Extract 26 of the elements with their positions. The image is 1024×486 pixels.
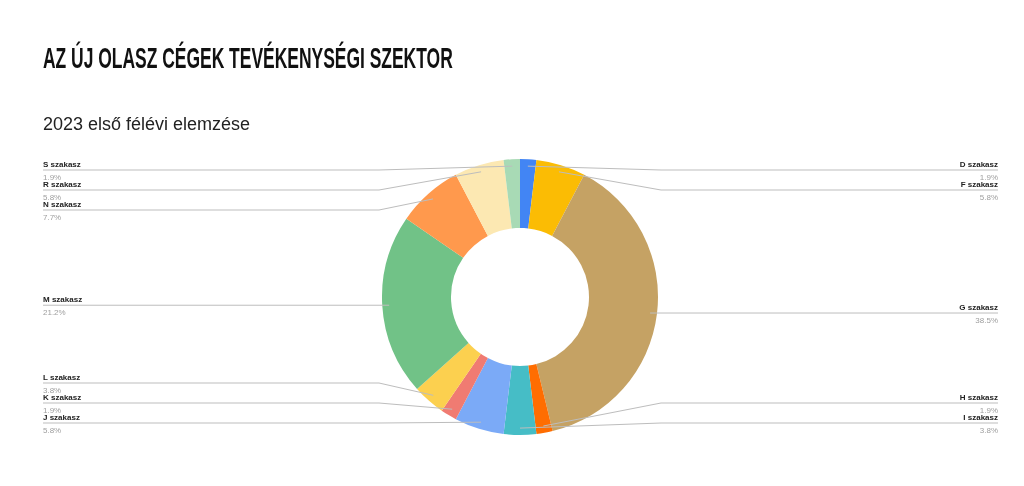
slice-label: R szakasz bbox=[43, 180, 82, 189]
slice-label: F szakasz bbox=[960, 180, 998, 189]
data-label: 5.8% bbox=[43, 426, 62, 435]
data-label: 1.9% bbox=[979, 406, 998, 415]
slice-label: M szakasz bbox=[43, 295, 83, 305]
data-label: 1.9% bbox=[979, 173, 998, 182]
chart-title: AZ ÚJ OLASZ CÉGEK TEVÉKENYSÉGI SZEKTOR bbox=[43, 41, 453, 75]
data-label: 1.9% bbox=[43, 173, 62, 182]
data-label: 7.7% bbox=[43, 213, 62, 222]
slice-label: S szakasz bbox=[43, 160, 81, 169]
slice-label: L szakasz bbox=[43, 373, 81, 382]
data-label: 38.5% bbox=[975, 316, 998, 326]
data-label: 1.9% bbox=[43, 406, 62, 415]
slice-label: G szakasz bbox=[959, 303, 998, 313]
slice-label: I szakasz bbox=[963, 413, 998, 422]
slice-label: D szakasz bbox=[959, 160, 998, 169]
data-label: 5.8% bbox=[979, 193, 998, 202]
chart-subtitle: 2023 első félévi elemzése bbox=[43, 113, 251, 135]
slice-label: K szakasz bbox=[43, 393, 82, 402]
slice-label: J szakasz bbox=[43, 413, 80, 422]
data-label: 3.8% bbox=[43, 386, 62, 395]
data-label: 21.2% bbox=[43, 308, 66, 318]
slice-label: H szakasz bbox=[959, 393, 998, 402]
data-label: 3.8% bbox=[979, 426, 998, 435]
slice-label: N szakasz bbox=[43, 200, 82, 209]
data-label: 5.8% bbox=[43, 193, 62, 202]
